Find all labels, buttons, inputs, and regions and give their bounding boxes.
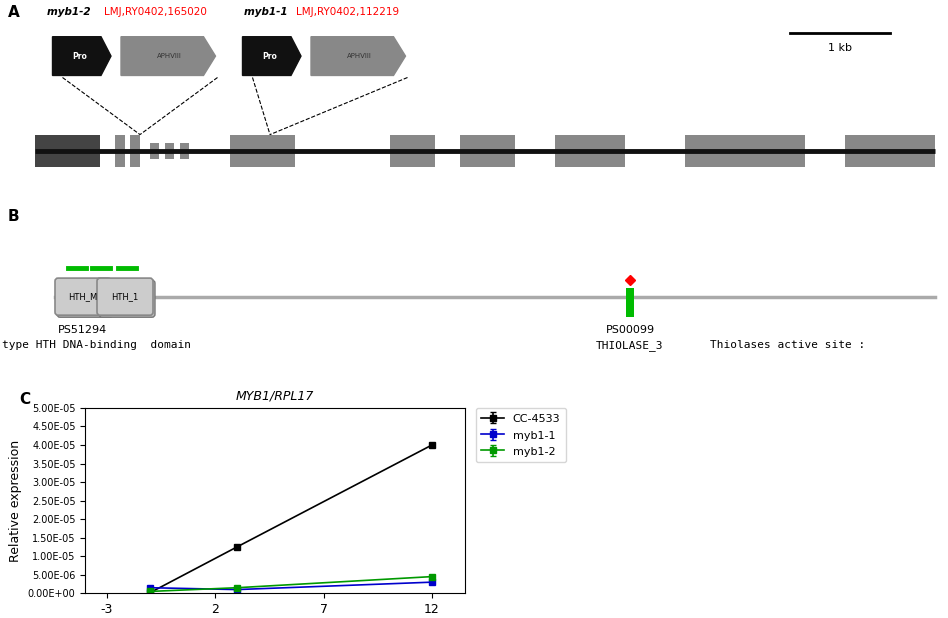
Bar (845, 135, 935, 167)
Text: LMJ,RY0402,112219: LMJ,RY0402,112219 (297, 7, 400, 17)
Text: myb1-2: myb1-2 (47, 7, 95, 17)
Text: THIOLASE_3: THIOLASE_3 (596, 340, 664, 351)
Text: 1 kb: 1 kb (828, 43, 852, 53)
Bar (150, 143, 159, 159)
Bar (845, 135, 935, 167)
Y-axis label: Relative expression: Relative expression (9, 439, 23, 562)
FancyBboxPatch shape (99, 280, 155, 317)
Title: MYB1/RPL17: MYB1/RPL17 (236, 389, 314, 402)
Bar (115, 135, 125, 167)
Bar (460, 135, 515, 167)
Bar (685, 135, 805, 167)
FancyArrow shape (52, 36, 111, 75)
Text: Myb-type HTH DNA-binding  domain: Myb-type HTH DNA-binding domain (0, 340, 191, 350)
Text: PS51294: PS51294 (59, 326, 108, 336)
Bar (35, 135, 100, 167)
FancyArrow shape (311, 36, 406, 75)
Text: APHVIll: APHVIll (156, 53, 182, 59)
Bar (555, 135, 625, 167)
Bar (130, 135, 140, 167)
Text: APHVIll: APHVIll (347, 53, 372, 59)
Text: PS00099: PS00099 (606, 326, 654, 336)
FancyBboxPatch shape (97, 278, 153, 315)
Bar (180, 143, 189, 159)
Text: HTH_1: HTH_1 (111, 292, 138, 301)
Legend: CC-4533, myb1-1, myb1-2: CC-4533, myb1-1, myb1-2 (476, 408, 566, 462)
Bar (626, 289, 634, 317)
Bar (390, 135, 435, 167)
Text: C: C (19, 392, 30, 407)
Text: Pro: Pro (263, 51, 277, 61)
Text: Pro: Pro (72, 51, 87, 61)
FancyBboxPatch shape (57, 280, 113, 317)
FancyBboxPatch shape (55, 278, 111, 315)
Bar (165, 143, 174, 159)
Text: A: A (8, 5, 20, 20)
Bar (230, 135, 295, 167)
Text: myb1-1: myb1-1 (245, 7, 292, 17)
Text: B: B (8, 209, 20, 224)
Text: Thiolases active site :: Thiolases active site : (710, 340, 866, 350)
Text: LMJ,RY0402,165020: LMJ,RY0402,165020 (104, 7, 208, 17)
FancyArrow shape (243, 36, 301, 75)
FancyArrow shape (121, 36, 215, 75)
Text: HTH_M: HTH_M (68, 292, 98, 301)
